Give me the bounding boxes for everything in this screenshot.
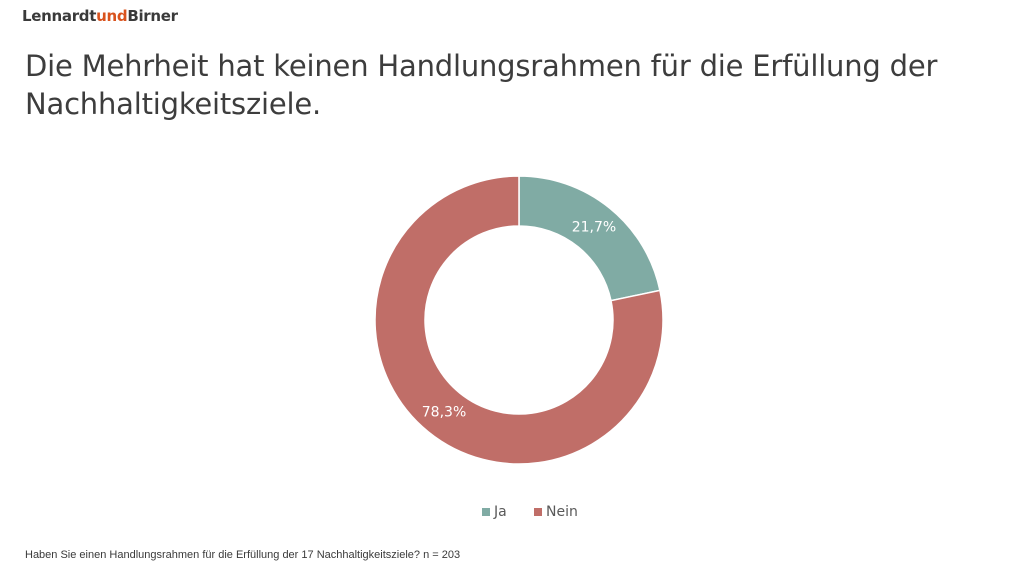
survey-footnote: Haben Sie einen Handlungsrahmen für die … (25, 549, 461, 561)
chart-legend: Ja Nein (482, 504, 578, 520)
slide-title: Die Mehrheit hat keinen Handlungsrahmen … (25, 49, 938, 121)
logo-text-und: und (96, 7, 128, 25)
legend-swatch-ja (482, 508, 490, 516)
donut-slice-ja (518, 175, 661, 302)
donut-data-labels: 21,7% 78,3% (422, 220, 616, 421)
data-label-nein: 78,3% (422, 404, 466, 420)
donut-slice-nein (374, 175, 664, 465)
logo-text-birner: Birner (127, 7, 178, 25)
logo-text-lennardt: Lennardt (22, 7, 97, 25)
legend-label-nein: Nein (546, 504, 578, 520)
data-label-ja: 21,7% (572, 220, 616, 236)
legend-swatch-nein (534, 508, 542, 516)
donut-slices (374, 175, 664, 465)
company-logo: LennardtundBirner (22, 7, 178, 25)
legend-label-ja: Ja (493, 504, 507, 520)
